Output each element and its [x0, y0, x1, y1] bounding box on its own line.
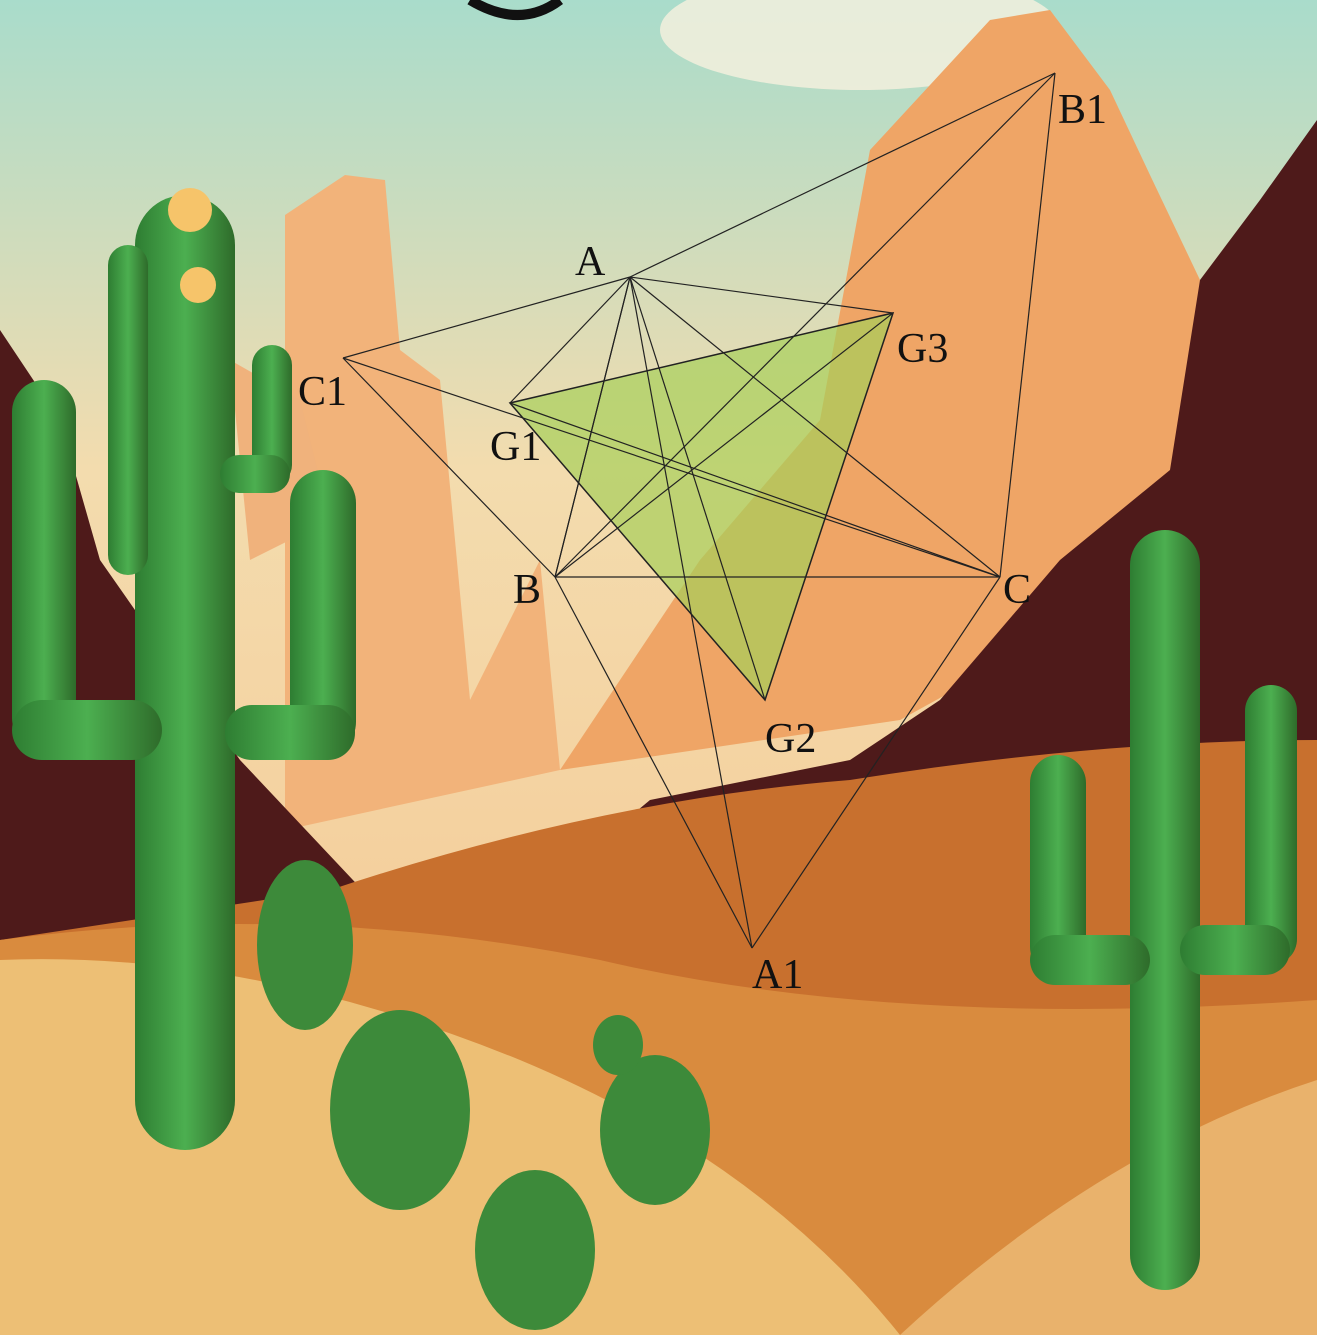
point-label: C [1003, 567, 1031, 613]
point-label: G3 [897, 326, 948, 372]
point-label: G2 [765, 716, 816, 762]
point-label: B [513, 567, 541, 613]
point-label: A [575, 239, 606, 285]
page: Desert geometry {"diagram": {"points": [… [0, 0, 1317, 1335]
page-body: A B C A1 B1 C1 G1 G2 G3 (() => { const d… [0, 0, 1317, 1335]
point-label: G1 [490, 424, 541, 470]
illustration: A B C A1 B1 C1 G1 G2 G3 [0, 0, 1317, 1335]
point-label: B1 [1058, 87, 1107, 133]
point-label: A1 [752, 952, 803, 998]
point-label: C1 [298, 369, 347, 415]
